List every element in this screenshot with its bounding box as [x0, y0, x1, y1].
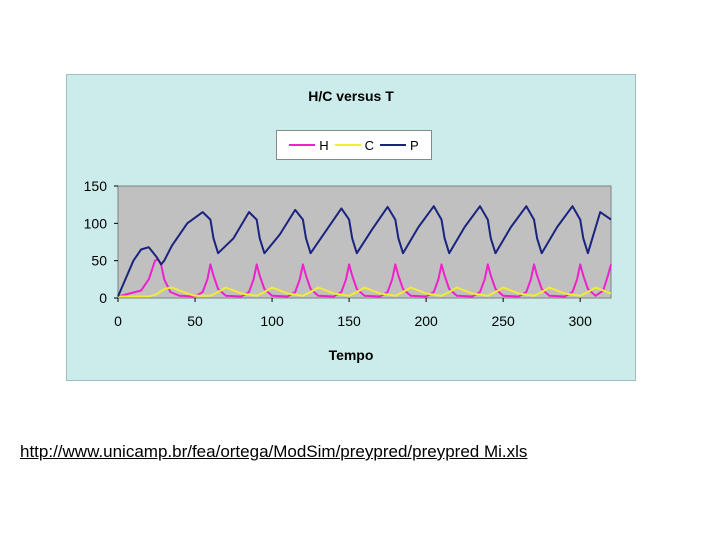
legend-label-c: C [364, 137, 375, 153]
x-tick-label: 200 [414, 313, 438, 329]
y-tick-label: 150 [84, 178, 108, 194]
x-tick-label: 100 [260, 313, 284, 329]
x-tick-label: 300 [569, 313, 593, 329]
y-tick-label: 50 [91, 253, 107, 269]
source-link[interactable]: http://www.unicamp.br/fea/ortega/ModSim/… [20, 442, 528, 461]
legend-swatch-h [289, 144, 316, 146]
x-tick-label: 50 [187, 313, 203, 329]
chart-legend: H C P [276, 130, 432, 160]
series-line-c [118, 286, 612, 298]
x-tick-label: 0 [114, 313, 122, 329]
chart-panel: 0 50 100 150 0 50 100 150 200 250 300 H/C versus T… [66, 74, 636, 381]
legend-swatch-p [380, 144, 407, 146]
chart-svg: 0 50 100 150 0 50 100 150 200 250 300 [84, 178, 612, 329]
chart-title: H/C versus T [308, 88, 394, 104]
legend-swatch-c [334, 144, 361, 146]
legend-entry-p: P [380, 138, 419, 153]
x-tick-label: 250 [491, 313, 515, 329]
series-line-p [117, 205, 612, 297]
legend-label-h: H [319, 137, 329, 153]
x-tick-label: 150 [337, 313, 361, 329]
series-line-h [117, 258, 612, 298]
y-tick-label: 0 [99, 290, 107, 306]
legend-entry-h: H [289, 137, 329, 153]
y-tick-label: 100 [84, 215, 108, 231]
legend-label-p: P [410, 137, 419, 153]
x-axis-title: Tempo [328, 347, 374, 363]
legend-entry-c: C [334, 137, 375, 153]
